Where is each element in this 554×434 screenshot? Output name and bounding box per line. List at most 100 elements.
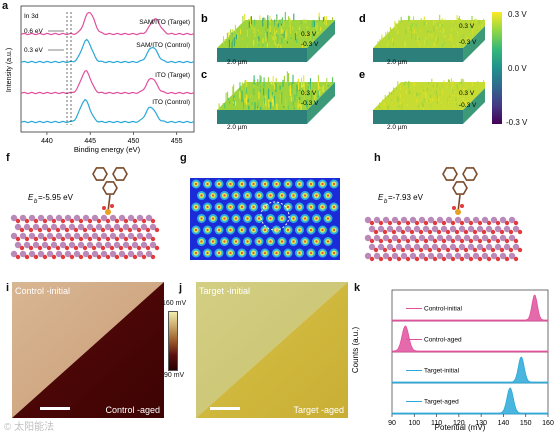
- afm-d-scale: 2.0 µm: [387, 59, 407, 66]
- histogram-series-1: [391, 325, 549, 353]
- afm-e-scale: 2.0 µm: [387, 124, 407, 131]
- afm-surface-e: [373, 78, 485, 124]
- afm-e-ztop: 0.3 V: [459, 90, 475, 97]
- h-energy-sub: b: [384, 199, 388, 205]
- histogram-series-3: [391, 387, 549, 415]
- histogram-xtick-label-1: 100: [408, 420, 420, 427]
- cpd-colorbar-bottom: -0.3 V: [506, 118, 528, 127]
- afm-d-side: [463, 26, 485, 62]
- histogram-legend-label-1: Control-aged: [424, 337, 462, 344]
- ito-slab-h: [364, 216, 523, 262]
- watermark: © 太阳能法: [4, 422, 55, 433]
- kpfm-target-initial-label: Target -initial: [199, 286, 250, 296]
- xps-ylabel: Intensity (a.u.): [6, 48, 13, 92]
- afm-e-front: [373, 110, 463, 124]
- h-energy-value: =-7.93 eV: [388, 193, 424, 202]
- kpfm-target-aged-region: [196, 282, 348, 418]
- xps-xlabel: Binding energy (eV): [74, 145, 141, 154]
- xps-curve-1: [20, 38, 195, 64]
- xps-peak-label: In 3d: [24, 13, 39, 20]
- histogram-legend-label-2: Target-initial: [424, 368, 460, 375]
- xps-curve-label-0: SAM/ITO (Target): [139, 19, 190, 26]
- afm-c-front: [217, 110, 307, 124]
- histogram-xtick-label-5: 140: [498, 420, 510, 427]
- xps-shift-target: 0.6 eV: [24, 28, 43, 35]
- histogram-chart: Control-initial Control-aged Target-initia…: [351, 289, 554, 432]
- histogram-frame-1: [391, 320, 549, 353]
- xps-curve-3: [20, 98, 195, 124]
- xps-curve-2: [20, 70, 195, 95]
- histogram-legend-label-3: Target-aged: [424, 399, 459, 406]
- histogram-frame-0: [391, 289, 549, 322]
- histogram-xtick-label-7: 160: [542, 420, 554, 427]
- ito-slab-f: [10, 214, 160, 260]
- histogram-xtick-label-2: 110: [431, 420, 442, 427]
- afm-c-side: [307, 82, 335, 124]
- panel-label-d: d: [359, 13, 366, 25]
- histogram-legend-label-0: Control-initial: [424, 306, 462, 313]
- histogram-series-0: [391, 294, 549, 322]
- xps-curve-label-1: SAM/ITO (Control): [136, 42, 190, 49]
- xps-chart: In 3d 0.6 eV 0.3 eV SAM/ITO (Target) SAM…: [6, 5, 195, 154]
- f-energy-value: =-5.95 eV: [38, 193, 74, 202]
- afm-b-scale: 2.0 µm: [227, 59, 247, 66]
- afm3d-group: b c d e 2.0 µm 0.3 V -0.3 V 2.0 µm 0.3 V…: [201, 11, 485, 131]
- panel-label-c: c: [201, 69, 207, 81]
- histogram-xtick-label-4: 130: [475, 420, 487, 427]
- h-energy-E: E: [378, 193, 384, 202]
- cpd-colorbar: [492, 12, 502, 124]
- f-energy-E: E: [28, 193, 34, 202]
- afm-d-ztop: 0.3 V: [459, 23, 475, 30]
- xps-xtick-label-3: 455: [171, 138, 183, 145]
- kpfm-map-target: Target -initial Target -aged: [196, 282, 348, 418]
- afm-c-scale: 2.0 µm: [227, 124, 247, 131]
- afm-surface-c: [217, 71, 335, 124]
- afm-b-side: [307, 20, 335, 62]
- panel-label-j: j: [179, 282, 183, 294]
- histogram-xlabel: Potential (mV): [435, 423, 486, 432]
- kpfm-map-control: Control -initial Control -aged: [12, 282, 164, 418]
- xps-xtick-label-2: 450: [128, 138, 140, 145]
- afm-b-ztop: 0.3 V: [301, 31, 317, 38]
- histogram-ylabel: Counts (a.u.): [351, 327, 360, 374]
- histogram-xtick-label-6: 150: [520, 420, 532, 427]
- charge-highlight-circle: [260, 201, 290, 231]
- kpfm-control-scalebar: [40, 407, 70, 410]
- panel-label-a: a: [2, 0, 9, 12]
- afm-b-front: [217, 48, 307, 62]
- histogram-xticks: 90 100 110 120 130 140 150 160: [388, 414, 554, 427]
- xps-curve-0: [20, 11, 195, 36]
- afm-surface-b: [217, 11, 335, 62]
- f-energy-sub: b: [34, 199, 38, 205]
- afm-d-zbot: -0.3 V: [459, 39, 477, 46]
- xps-frame: [20, 5, 195, 133]
- afm-d-front: [373, 48, 463, 62]
- afm-surface-d: [373, 14, 485, 62]
- kpfm-target-aged-label: Target -aged: [293, 405, 344, 415]
- afm-b-zbot: -0.3 V: [301, 41, 319, 48]
- kpfm-target-scalebar: [210, 407, 240, 410]
- histogram-xtick-label-3: 120: [453, 420, 465, 427]
- afm-c-zbot: -0.3 V: [301, 100, 319, 107]
- kpfm-control-aged-region: [12, 282, 164, 418]
- panel-label-e: e: [359, 69, 365, 81]
- kpfm-control-aged-label: Control -aged: [105, 405, 160, 415]
- dft-group: E b =-5.95 eV E b =-7.93 eV: [10, 167, 523, 262]
- afm-e-side: [463, 88, 485, 124]
- panel-label-f: f: [6, 152, 10, 164]
- kpfm-control-initial-label: Control -initial: [15, 286, 70, 296]
- molecule-f: [92, 167, 128, 215]
- charge-density-spots: [191, 179, 339, 258]
- molecule-h: [442, 167, 478, 215]
- xps-xticks: 440 445 450 455: [41, 132, 183, 145]
- xps-curve-label-3: ITO (Control): [152, 99, 190, 106]
- panel-label-g: g: [180, 152, 187, 164]
- xps-xtick-label-0: 440: [41, 138, 53, 145]
- panel-label-h: h: [374, 152, 381, 164]
- kpfm-colorbar-bottom: 90 mV: [164, 372, 185, 379]
- kpfm-colorbar-top: 160 mV: [162, 300, 187, 307]
- kpfm-colorbar: [168, 311, 178, 371]
- panel-label-i: i: [6, 282, 10, 294]
- histogram-series-2: [391, 356, 549, 384]
- xps-curve-label-2: ITO (Target): [155, 72, 190, 79]
